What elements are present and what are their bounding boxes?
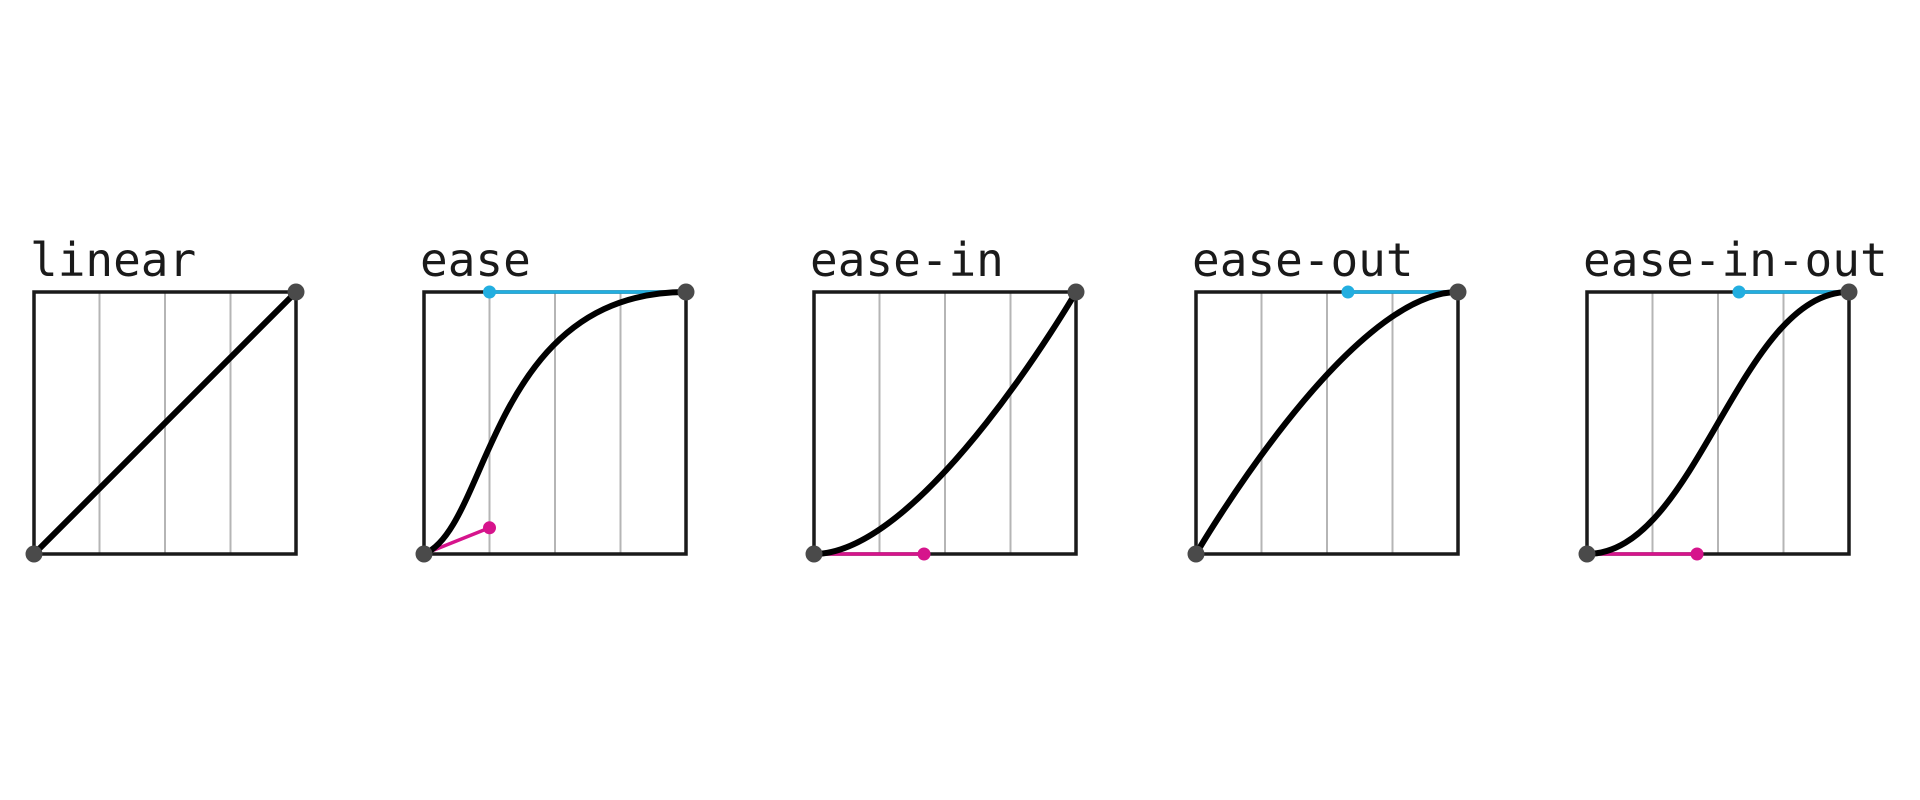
start-point: [415, 545, 433, 563]
easing-panel-ease-in-out: ease-in-out: [1578, 233, 1888, 563]
end-point: [677, 283, 695, 301]
end-point: [1067, 283, 1085, 301]
end-control-point: [1732, 285, 1746, 299]
curve-label: linear: [30, 233, 196, 287]
start-point: [805, 545, 823, 563]
end-control-point: [1341, 285, 1355, 299]
end-control-point: [483, 285, 496, 299]
start-control-point: [917, 547, 931, 561]
curve-label: ease-out: [1192, 233, 1414, 287]
curve-label: ease: [420, 233, 531, 287]
plot-frame: [1585, 290, 1851, 556]
start-control-point: [483, 521, 496, 535]
easing-curve: [31, 289, 299, 557]
plot-frame: [1194, 290, 1460, 556]
start-point: [1578, 545, 1596, 563]
curve-label: ease-in: [810, 233, 1004, 287]
plot-frame: [32, 290, 298, 556]
easing-panel-ease: ease: [415, 233, 695, 563]
easing-panel-ease-in: ease-in: [805, 233, 1085, 563]
easing-curve: [811, 289, 1079, 557]
easing-curve: [421, 289, 689, 557]
easing-curve: [1193, 289, 1461, 557]
easing-panel-linear: linear: [25, 233, 305, 563]
curve-label: ease-in-out: [1583, 233, 1888, 287]
end-point: [1449, 283, 1467, 301]
start-point: [1187, 545, 1205, 563]
plot-frame: [812, 290, 1078, 556]
start-control-point: [1690, 547, 1704, 561]
end-point: [1840, 283, 1858, 301]
start-point: [25, 545, 43, 563]
easing-curve: [1584, 289, 1852, 557]
easing-panel-ease-out: ease-out: [1187, 233, 1467, 563]
end-point: [287, 283, 305, 301]
